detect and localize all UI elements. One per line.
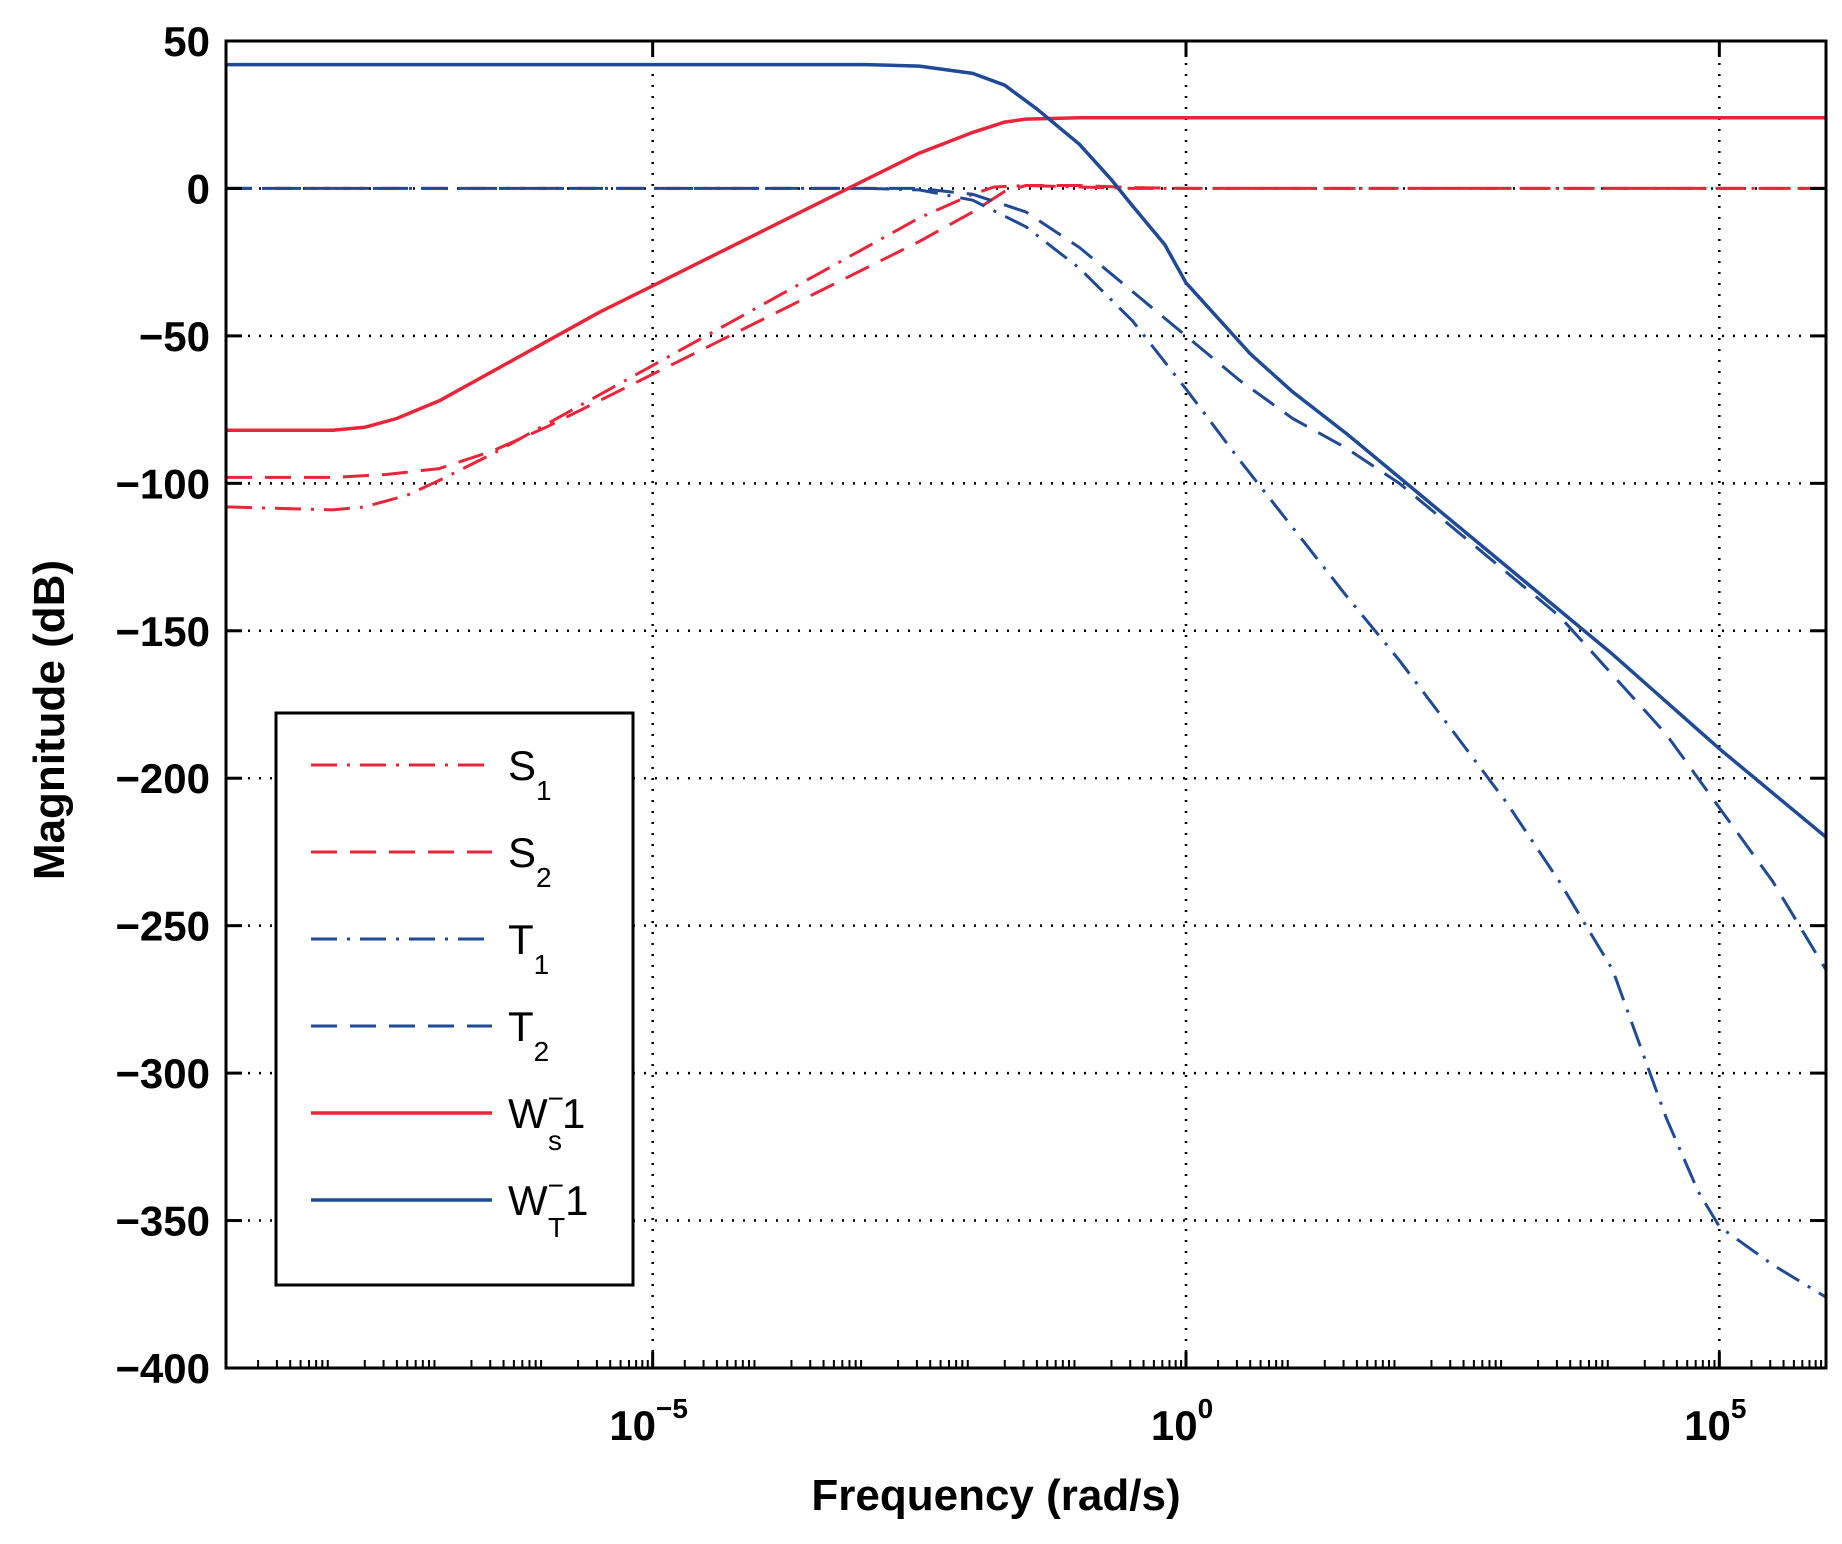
x-tick-label: 100 <box>1151 1393 1213 1449</box>
x-tick-base: 10 <box>609 1402 656 1449</box>
plot-area-frame <box>224 39 1828 1370</box>
y-tick-label: −100 <box>115 460 210 507</box>
legend-label-main: W <box>508 1090 548 1137</box>
legend-label-sub: T <box>548 1212 565 1243</box>
x-axis-label: Frequency (rad/s) <box>811 1471 1180 1520</box>
y-tick-label: −300 <box>115 1050 210 1097</box>
legend-label-sup: − <box>548 1083 564 1114</box>
y-tick-label: 0 <box>187 165 210 212</box>
y-tick-label: −50 <box>139 313 210 360</box>
y-tick-label: −150 <box>115 608 210 655</box>
x-tick-base: 10 <box>1684 1402 1731 1449</box>
legend-label: W− T1 <box>508 1170 588 1243</box>
series-line-t2 <box>226 186 1826 971</box>
x-tick-labels: 10−5 100 105 <box>609 1393 1746 1449</box>
legend-label: T2 <box>508 1003 549 1067</box>
y-tick-label: −250 <box>115 903 210 950</box>
series-line-t1 <box>226 186 1826 1299</box>
legend-box <box>274 711 635 1287</box>
legend-label: S1 <box>508 742 552 806</box>
legend-label-sub: 2 <box>534 1036 550 1067</box>
grid-lines <box>226 41 1826 1368</box>
legend-label-main: T <box>508 1003 534 1050</box>
legend-label-sub: 2 <box>536 862 552 893</box>
y-tick-labels: 50 0 −50 −100 −150 −200 −250 −300 −350 −400 <box>115 18 210 1392</box>
series-line-s2 <box>226 184 1826 479</box>
y-tick-label: −350 <box>115 1198 210 1245</box>
legend-label-main: T <box>508 916 534 963</box>
y-tick-label: 50 <box>163 18 210 65</box>
x-tick-label: 10−5 <box>609 1393 688 1449</box>
legend-label: S2 <box>508 829 552 893</box>
axis-ticks <box>226 39 1826 1370</box>
legend-label: W− s1 <box>508 1083 585 1156</box>
legend-label-main: S <box>508 829 536 876</box>
x-tick-exponent: −5 <box>656 1393 688 1424</box>
series-lines <box>226 62 1826 1299</box>
series-line-ws1 <box>226 115 1826 433</box>
x-tick-exponent: 5 <box>1731 1393 1747 1424</box>
legend-label-main: W <box>508 1177 548 1224</box>
legend-label-tail: 1 <box>562 1090 585 1137</box>
x-tick-label: 105 <box>1684 1393 1746 1449</box>
y-tick-label: −400 <box>115 1345 210 1392</box>
legend-label-tail: 1 <box>565 1177 588 1224</box>
legend-label-sup: − <box>548 1170 564 1201</box>
legend-label-main: S <box>508 742 536 789</box>
legend-label-sub: s <box>548 1125 562 1156</box>
x-tick-exponent: 0 <box>1198 1393 1214 1424</box>
series-line-wt1 <box>226 62 1826 839</box>
plot-series-group <box>226 62 1826 1299</box>
x-tick-base: 10 <box>1151 1402 1198 1449</box>
y-tick-label: −200 <box>115 755 210 802</box>
legend-label-sub: 1 <box>534 949 550 980</box>
y-axis-label: Magnitude (dB) <box>25 560 74 880</box>
legend-label: T1 <box>508 916 549 980</box>
legend-label-sub: 1 <box>536 775 552 806</box>
